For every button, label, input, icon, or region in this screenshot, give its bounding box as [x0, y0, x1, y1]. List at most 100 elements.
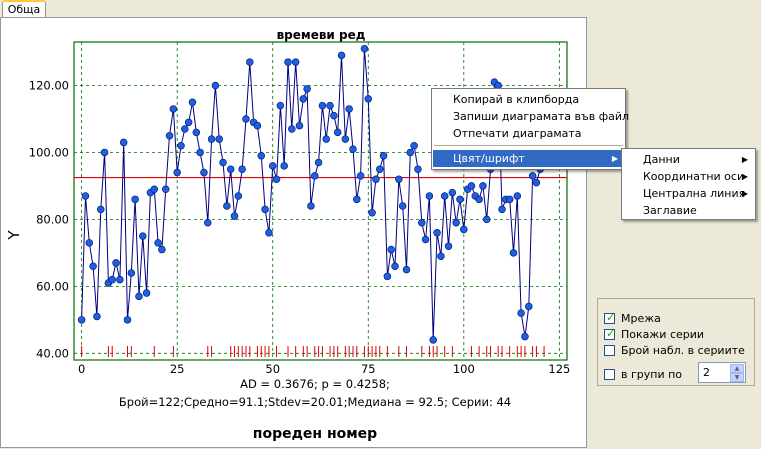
menu-color-font-label: Цвят/шрифт: [453, 152, 525, 165]
data-point: [257, 152, 266, 160]
data-point: [429, 336, 437, 344]
submenu-title[interactable]: Заглавие: [623, 202, 754, 219]
data-point: [360, 44, 369, 53]
data-point: [181, 125, 189, 133]
data-point: [482, 215, 491, 224]
data-point: [177, 142, 185, 150]
data-point: [211, 81, 220, 90]
data-point: [154, 239, 162, 247]
data-point: [498, 205, 506, 214]
y-tick-label: 80.00: [36, 212, 69, 226]
context-menu: Копирай в клипборда Запиши диаграмата въ…: [431, 88, 630, 170]
data-point: [97, 205, 105, 214]
y-tick-label: 100.00: [29, 145, 69, 159]
group-size-value[interactable]: 2: [703, 366, 710, 379]
spin-up-icon[interactable]: ▲: [730, 364, 744, 373]
data-point: [513, 192, 522, 200]
tab-general[interactable]: Обща: [2, 0, 46, 18]
data-point: [383, 272, 392, 281]
data-point: [291, 58, 300, 66]
data-point: [318, 101, 327, 110]
data-point: [414, 165, 422, 173]
data-point: [372, 175, 380, 183]
data-point: [456, 195, 464, 204]
submenu-data[interactable]: Данни ▶: [623, 151, 754, 168]
data-point: [242, 115, 250, 123]
submenu-arrow-icon: ▶: [611, 154, 618, 163]
data-point: [284, 58, 292, 66]
data-point: [379, 152, 388, 160]
submenu-data-label: Данни: [643, 153, 680, 166]
grid-checkbox-box[interactable]: ✓: [604, 311, 616, 324]
data-point: [223, 202, 231, 210]
submenu-axes[interactable]: Координатни оси ▶: [623, 168, 754, 185]
data-point: [337, 51, 346, 60]
data-point: [173, 168, 181, 177]
y-axis: 40.00 60.00 80.00 100.00 120.00: [29, 79, 69, 361]
y-axis-label: Y: [5, 230, 23, 241]
data-point: [215, 135, 223, 143]
data-point: [85, 239, 94, 247]
x-axis-label: пореден номер: [253, 426, 377, 442]
data-point: [246, 58, 254, 66]
x-tick-label: 100: [453, 362, 475, 376]
show-runs-checkbox-box[interactable]: ✓: [604, 327, 616, 340]
menu-separator: [434, 145, 623, 146]
data-point: [112, 259, 120, 267]
data-point: [322, 135, 330, 143]
data-point: [326, 101, 334, 110]
in-groups-checkbox-box[interactable]: [604, 369, 615, 380]
menu-print-chart[interactable]: Отпечати диаграмата: [453, 127, 582, 140]
data-point: [425, 192, 434, 200]
menu-color-font[interactable]: Цвят/шрифт ▶: [433, 150, 624, 167]
data-point: [341, 135, 350, 143]
data-point: [123, 316, 132, 324]
data-point: [108, 275, 116, 284]
x-tick-label: 0: [78, 362, 85, 376]
count-in-runs-checkbox-box[interactable]: [604, 345, 615, 356]
stats-line-2: Брой=122;Средно=91.1;Stdev=20.01;Медиана…: [119, 395, 511, 409]
data-point: [288, 125, 296, 133]
check-icon: ✓: [606, 311, 616, 324]
time-series-chart[interactable]: времеви ред 40.0060.0080.00100.00120.00 …: [0, 17, 587, 448]
data-point: [418, 219, 426, 227]
data-point: [444, 242, 453, 250]
data-point: [196, 148, 204, 157]
data-point: [230, 212, 239, 220]
data-point: [387, 245, 395, 254]
data-point: [253, 121, 262, 130]
data-point: [131, 195, 139, 204]
color-font-submenu: Данни ▶ Координатни оси ▶ Централна лини…: [621, 148, 756, 220]
data-point: [150, 185, 159, 194]
data-point: [475, 195, 483, 204]
data-point: [330, 111, 338, 120]
group-size-spinner[interactable]: 2 ▲ ▼: [698, 362, 746, 383]
data-point: [448, 188, 457, 197]
submenu-title-label: Заглавие: [643, 204, 697, 217]
menu-save-chart[interactable]: Запиши диаграмата във файл: [453, 110, 630, 123]
data-point: [509, 249, 518, 257]
data-point: [81, 192, 90, 200]
data-point: [311, 172, 319, 180]
data-point: [272, 175, 281, 183]
x-tick-label: 50: [265, 362, 280, 376]
submenu-arrow-icon: ▶: [741, 189, 748, 198]
data-point: [100, 148, 109, 157]
submenu-arrow-icon: ▶: [741, 172, 748, 181]
data-point: [391, 262, 399, 271]
data-point: [421, 235, 430, 244]
menu-copy-clipboard[interactable]: Копирай в клипборда: [453, 93, 580, 106]
x-tick-label: 125: [548, 362, 570, 376]
submenu-arrow-icon: ▶: [741, 155, 748, 164]
grid-checkbox-label: Мрежа: [621, 312, 661, 325]
submenu-center-line[interactable]: Централна линия ▶: [623, 185, 754, 202]
data-point: [204, 219, 212, 227]
spin-down-icon[interactable]: ▼: [730, 373, 744, 382]
tab-bar: Обща: [0, 0, 761, 18]
run-marks: [81, 346, 545, 357]
data-point: [158, 245, 166, 254]
data-point: [528, 172, 537, 180]
check-icon: ✓: [606, 327, 616, 340]
data-point: [127, 269, 136, 277]
data-point: [521, 332, 529, 341]
